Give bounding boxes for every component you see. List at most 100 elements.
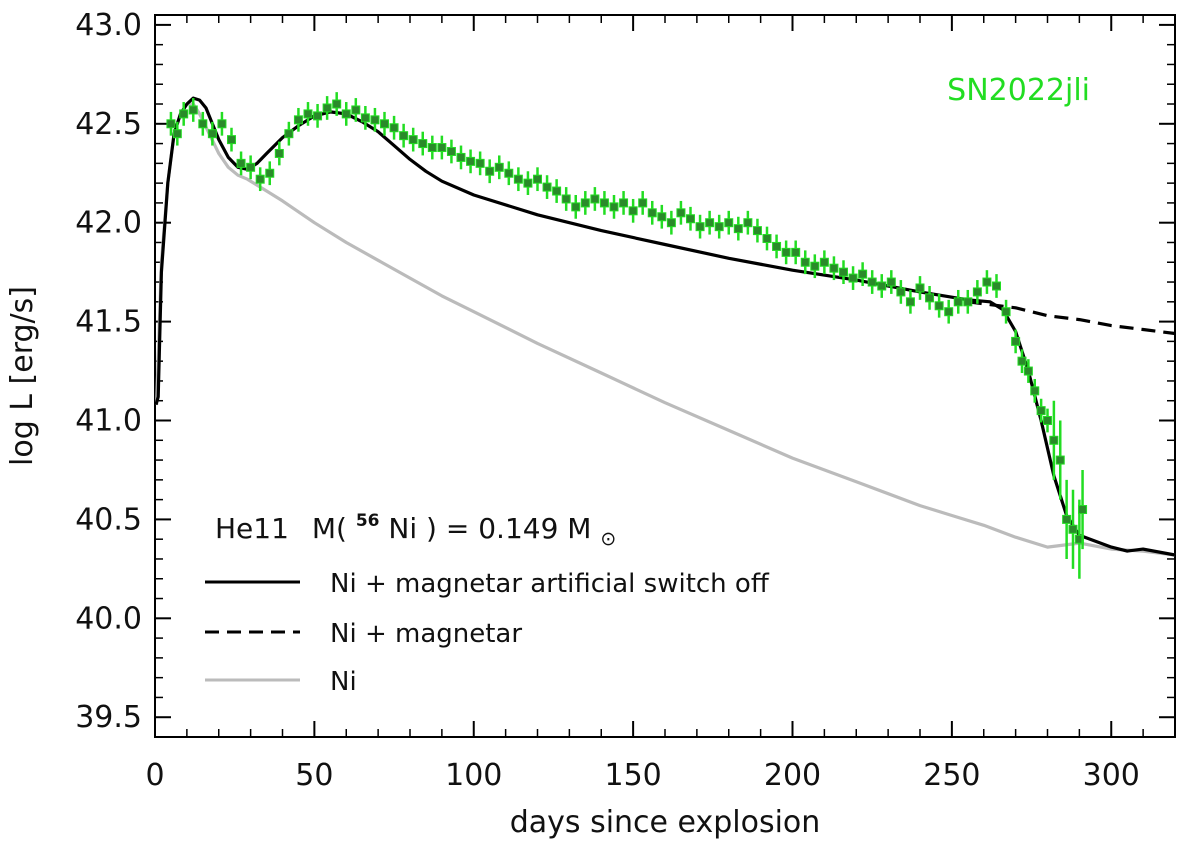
legend-isotope: 56	[356, 511, 380, 531]
x-tick-label: 50	[295, 758, 333, 793]
data-point	[227, 135, 236, 145]
data-point	[1030, 386, 1040, 396]
data-point	[791, 247, 801, 257]
data-point	[819, 257, 829, 267]
data-point	[1049, 435, 1059, 445]
data-point	[934, 301, 944, 311]
series-line-ni-magnetar-artificial-switch-off	[154, 96, 1176, 557]
series-ni	[155, 102, 1176, 557]
data-point	[1055, 455, 1065, 465]
data-point	[963, 297, 973, 307]
legend-title: He11 M( 56 Ni ) = 0.149 M ⊙	[215, 500, 616, 550]
data-point	[303, 109, 313, 119]
x-tick-label: 100	[445, 758, 502, 793]
data-point	[609, 202, 619, 212]
series-sn2022jli-data	[166, 92, 1088, 579]
data-point	[580, 198, 590, 208]
series-ni-magnetar-switch-off	[154, 96, 1176, 557]
data-point	[905, 297, 915, 307]
data-point	[360, 113, 370, 123]
data-point	[657, 212, 667, 222]
legend-mass-mid: ) = 0.149 M	[426, 512, 591, 545]
data-point	[1017, 356, 1027, 366]
data-point	[217, 119, 227, 129]
data-point	[351, 105, 361, 115]
data-point	[886, 277, 896, 287]
data-point	[1023, 366, 1033, 376]
data-point	[867, 277, 877, 287]
data-point	[284, 129, 294, 139]
data-point	[1011, 336, 1021, 346]
data-point	[380, 119, 389, 129]
data-point	[666, 218, 676, 228]
data-point	[293, 115, 303, 125]
data-point	[992, 281, 1001, 291]
data-point	[322, 103, 332, 113]
data-point	[313, 111, 323, 121]
data-point	[800, 257, 810, 267]
data-point	[619, 198, 629, 208]
data-point	[925, 293, 935, 303]
y-tick-label: 43.0	[75, 8, 142, 43]
data-point	[446, 146, 456, 156]
x-tick-label: 200	[764, 758, 821, 793]
data-point	[399, 131, 409, 141]
y-axis-label: log L [erg/s]	[5, 286, 40, 466]
x-tick-label: 0	[145, 758, 164, 793]
data-point	[1001, 307, 1011, 317]
data-point	[265, 168, 275, 178]
data-point	[810, 261, 820, 271]
data-point	[427, 143, 437, 153]
data-point	[676, 208, 686, 218]
data-point	[724, 218, 734, 228]
data-point	[207, 129, 217, 139]
y-tick-label: 40.0	[75, 601, 142, 636]
data-point	[829, 263, 839, 273]
data-point	[172, 129, 182, 139]
series-ni-magnetar	[967, 300, 1176, 336]
data-point	[839, 267, 848, 277]
series-line-ni	[155, 102, 1176, 557]
data-point	[1068, 524, 1078, 534]
sun-symbol: ⊙	[600, 528, 616, 550]
data-point	[188, 105, 198, 115]
data-point	[877, 281, 887, 291]
data-point	[714, 222, 724, 232]
data-point	[772, 241, 782, 251]
data-point	[523, 178, 533, 188]
x-axis-label: days since explosion	[510, 805, 821, 840]
data-point	[341, 109, 351, 119]
y-tick-labels: 39.5 40.0 40.5 41.0 41.5 42.0 42.5 43.0	[75, 8, 142, 735]
data-point	[982, 277, 992, 287]
data-point	[332, 99, 342, 109]
data-point	[695, 222, 705, 232]
x-tick-label: 150	[604, 758, 661, 793]
data-point	[647, 208, 657, 218]
y-tick-label: 42.0	[75, 206, 142, 241]
data-point	[255, 174, 265, 184]
data-point	[599, 198, 609, 208]
data-point	[485, 166, 495, 176]
data-point	[628, 206, 638, 216]
data-point	[972, 287, 982, 297]
data-point	[437, 143, 447, 153]
data-point	[1036, 406, 1046, 416]
sn-annotation: SN2022jli	[947, 73, 1090, 108]
data-point	[896, 287, 906, 297]
data-point	[915, 283, 925, 293]
data-point	[781, 247, 791, 257]
data-point	[561, 194, 571, 204]
legend-mass-prefix: M(	[312, 512, 347, 545]
data-point	[274, 148, 284, 158]
y-tick-label: 42.5	[75, 107, 142, 142]
data-point	[389, 123, 399, 133]
data-point	[733, 224, 743, 234]
data-point	[705, 218, 715, 228]
data-point	[762, 234, 772, 244]
y-tick-label: 40.5	[75, 502, 142, 537]
data-point	[466, 156, 476, 166]
data-point	[848, 273, 858, 283]
y-tick-label: 41.0	[75, 404, 142, 439]
